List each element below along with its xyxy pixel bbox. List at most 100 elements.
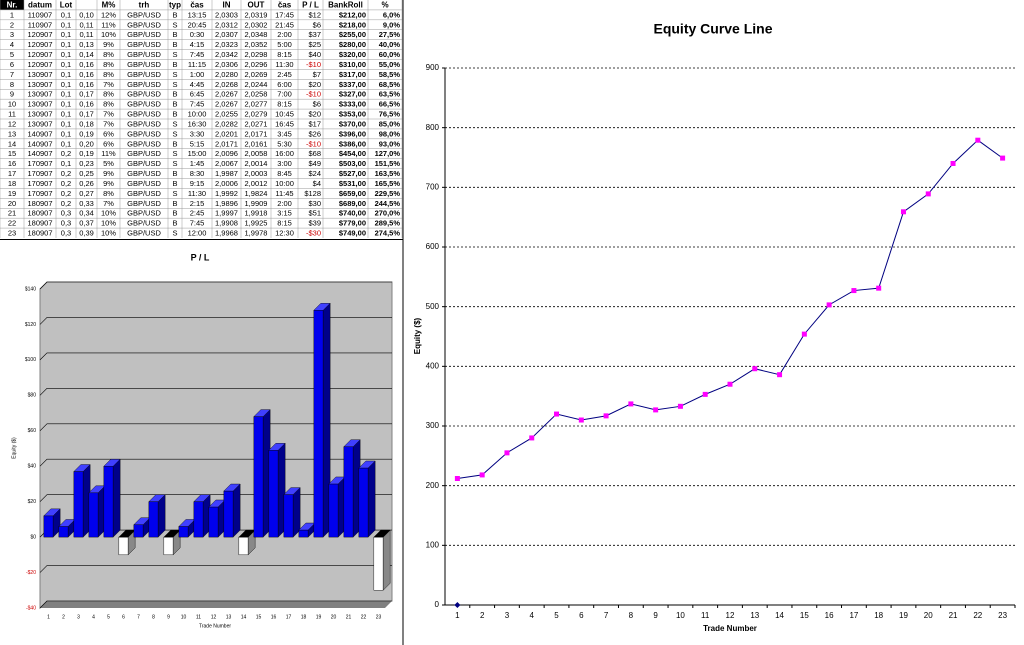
table-cell: 0,1	[61, 10, 71, 19]
table-cell: 120907	[27, 60, 52, 69]
column-header: OUT	[248, 1, 265, 10]
table-cell: $386,00	[339, 139, 366, 148]
table-cell: 11	[8, 110, 16, 119]
table-cell: 2,0352	[245, 40, 268, 49]
x-tick-label: 8	[152, 614, 155, 620]
table-cell: 7%	[103, 80, 114, 89]
table-cell: 270,0%	[375, 209, 401, 218]
table-cell: $659,00	[339, 189, 366, 198]
y-tick-label: 800	[426, 123, 440, 132]
table-cell: 1,9896	[215, 199, 238, 208]
bar-top	[103, 459, 121, 467]
bar-top	[283, 487, 301, 495]
grid-line	[39, 281, 392, 290]
table-cell: 0,1	[61, 90, 71, 99]
table-cell: GBP/USD	[127, 179, 161, 188]
bar	[73, 471, 84, 538]
x-tick-label: 18	[874, 611, 883, 620]
point-marker	[628, 401, 634, 407]
table-cell: $779,00	[339, 219, 366, 228]
y-tick-label: 900	[426, 63, 440, 72]
table-cell: 85,0%	[379, 119, 401, 128]
table-cell: 170907	[27, 159, 52, 168]
x-tick-label: 4	[530, 611, 535, 620]
table-cell: 60,0%	[379, 50, 401, 59]
y-tick-label: $60	[28, 428, 37, 434]
table-cell: S	[172, 189, 177, 198]
bar	[103, 466, 114, 538]
table-cell: $212,00	[339, 10, 366, 19]
table-cell: 0,1	[61, 100, 71, 109]
x-tick-label: 8	[629, 611, 634, 620]
x-tick-label: 16	[271, 614, 277, 620]
table-cell: 4	[10, 40, 14, 49]
y-tick-label: 400	[426, 361, 440, 370]
table-cell: 21	[8, 209, 16, 218]
column-header: IN	[223, 1, 231, 10]
table-cell: 1,9925	[245, 219, 268, 228]
table-cell: 6	[10, 60, 14, 69]
table-cell: 163,5%	[375, 169, 401, 178]
table-cell: $24	[308, 169, 321, 178]
bar	[178, 526, 189, 538]
table-cell: S	[172, 159, 177, 168]
table-cell: 13:15	[188, 10, 207, 19]
point-marker	[777, 372, 783, 378]
x-tick-label: 12	[726, 611, 735, 620]
table-cell: 0,27	[79, 189, 94, 198]
column-header: datum	[28, 1, 52, 10]
table-cell: B	[172, 179, 177, 188]
table-cell: 10%	[101, 229, 116, 238]
table-cell: 2,0298	[245, 50, 268, 59]
bar-side	[112, 458, 121, 538]
bar-top	[193, 494, 211, 502]
grid-line	[39, 565, 392, 573]
x-tick-label: 20	[331, 614, 337, 620]
table-cell: 7%	[103, 110, 114, 119]
y-tick-label: -$20	[26, 570, 36, 576]
x-tick-label: 6	[122, 614, 125, 620]
table-cell: 1:45	[190, 159, 205, 168]
x-tick-label: 9	[653, 611, 658, 620]
column-header: čas	[190, 1, 204, 10]
table-cell: 2,0171	[215, 139, 238, 148]
table-cell: $25	[308, 40, 321, 49]
point-marker	[851, 288, 857, 294]
table-cell: S	[172, 80, 177, 89]
table-cell: $128	[304, 189, 321, 198]
table-cell: 0,25	[79, 169, 94, 178]
table-cell: 2,0312	[215, 20, 238, 29]
table-cell: 2,0342	[215, 50, 238, 59]
table-cell: B	[172, 110, 177, 119]
table-cell: S	[172, 149, 177, 158]
table-cell: B	[172, 100, 177, 109]
table-cell: 127,0%	[375, 149, 401, 158]
table-cell: 130907	[27, 90, 52, 99]
x-tick-label: 13	[226, 614, 232, 620]
table-cell: 5	[10, 50, 14, 59]
table-cell: $6	[313, 100, 321, 109]
x-tick-label: 11	[196, 614, 201, 620]
point-marker	[578, 417, 584, 423]
table-cell: 1,9908	[215, 219, 238, 228]
table-cell: 23	[8, 229, 16, 238]
table-cell: 10:00	[188, 110, 207, 119]
table-cell: 3:00	[277, 159, 292, 168]
table-cell: 1,9997	[215, 209, 238, 218]
table-cell: 0,19	[79, 129, 94, 138]
bar	[58, 526, 69, 538]
table-cell: 0,39	[79, 229, 94, 238]
x-tick-label: 3	[77, 614, 80, 620]
table-cell: 0,11	[79, 20, 93, 29]
table-cell: 0,1	[61, 80, 71, 89]
table-cell: 6:45	[190, 90, 205, 99]
table-cell: 16:30	[188, 119, 207, 128]
point-marker	[1000, 155, 1006, 161]
x-tick-label: 22	[973, 611, 982, 620]
table-cell: 180907	[27, 199, 52, 208]
table-cell: 55,0%	[379, 60, 401, 69]
table-cell: 0,16	[79, 70, 94, 79]
x-tick-label: 15	[256, 614, 262, 620]
table-cell: 8:45	[277, 169, 292, 178]
column-header: trh	[139, 1, 150, 10]
